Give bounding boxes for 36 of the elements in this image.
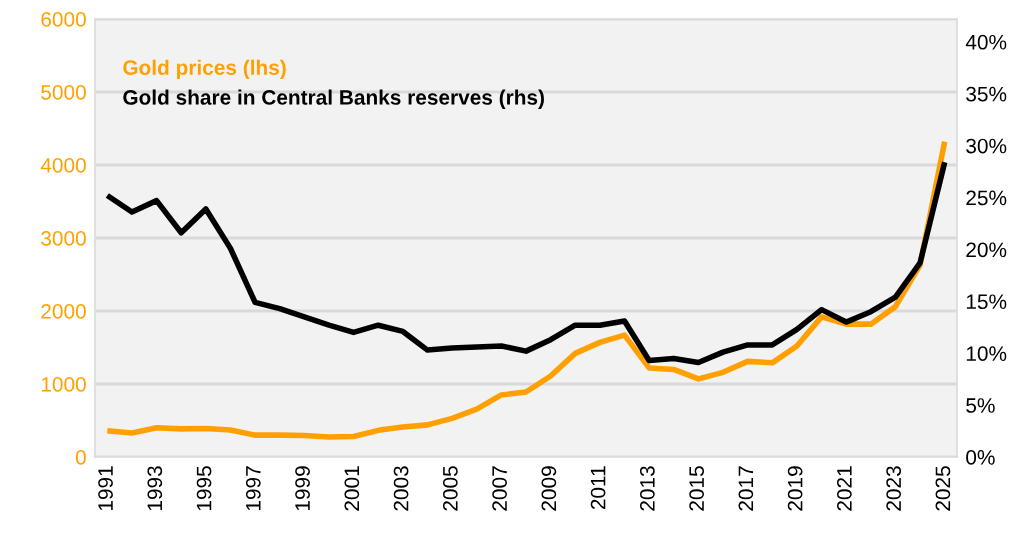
x-tick-label: 1995 bbox=[196, 466, 212, 511]
text: Gold prices (lhs) bbox=[123, 59, 286, 80]
x-tick-label: 2005 bbox=[442, 466, 458, 511]
y2-tick-label: 0% bbox=[966, 450, 995, 465]
y2-tick-label: 15% bbox=[966, 294, 1007, 310]
x-tick-label: 1993 bbox=[147, 466, 163, 511]
x-tick-label: 1991 bbox=[98, 466, 113, 511]
x-tick-label: 2021 bbox=[837, 466, 852, 511]
text: Gold share in Central Banks reserves (rhs) bbox=[123, 89, 544, 109]
x-tick-label: 1997 bbox=[245, 466, 261, 511]
x-tick-label: 2011 bbox=[590, 466, 606, 510]
y2-tick-label: 35% bbox=[966, 86, 1007, 102]
x-tick-label: 2015 bbox=[689, 466, 704, 511]
x-tick-label: 2001 bbox=[344, 466, 360, 511]
y2-tick-label: 25% bbox=[966, 190, 1007, 206]
y-tick-label: 6000 bbox=[41, 12, 86, 27]
x-tick-label: 2017 bbox=[738, 466, 754, 511]
x-tick-label: 2003 bbox=[393, 466, 409, 511]
y2-tick-label: 20% bbox=[966, 242, 1007, 258]
y-tick-label: 5000 bbox=[41, 85, 86, 100]
y2-tick-label: 5% bbox=[966, 398, 995, 413]
y-tick-label: 0 bbox=[75, 450, 86, 465]
y2-tick-label: 10% bbox=[966, 346, 1007, 361]
y-tick-label: 3000 bbox=[41, 231, 86, 246]
x-tick-label: 2009 bbox=[541, 466, 557, 511]
x-tick-label: 2019 bbox=[787, 466, 803, 511]
y-tick-label: 1000 bbox=[41, 377, 86, 392]
x-tick-label: 2025 bbox=[935, 466, 951, 511]
x-tick-label: 2023 bbox=[886, 466, 902, 511]
y2-tick-label: 40% bbox=[965, 34, 1007, 50]
x-tick-label: 1999 bbox=[295, 466, 310, 511]
y2-tick-label: 30% bbox=[966, 138, 1007, 154]
x-tick-label: 2013 bbox=[639, 466, 655, 511]
y-tick-label: 2000 bbox=[41, 304, 86, 319]
y-tick-label: 4000 bbox=[40, 158, 86, 173]
x-tick-label: 2007 bbox=[492, 466, 507, 511]
